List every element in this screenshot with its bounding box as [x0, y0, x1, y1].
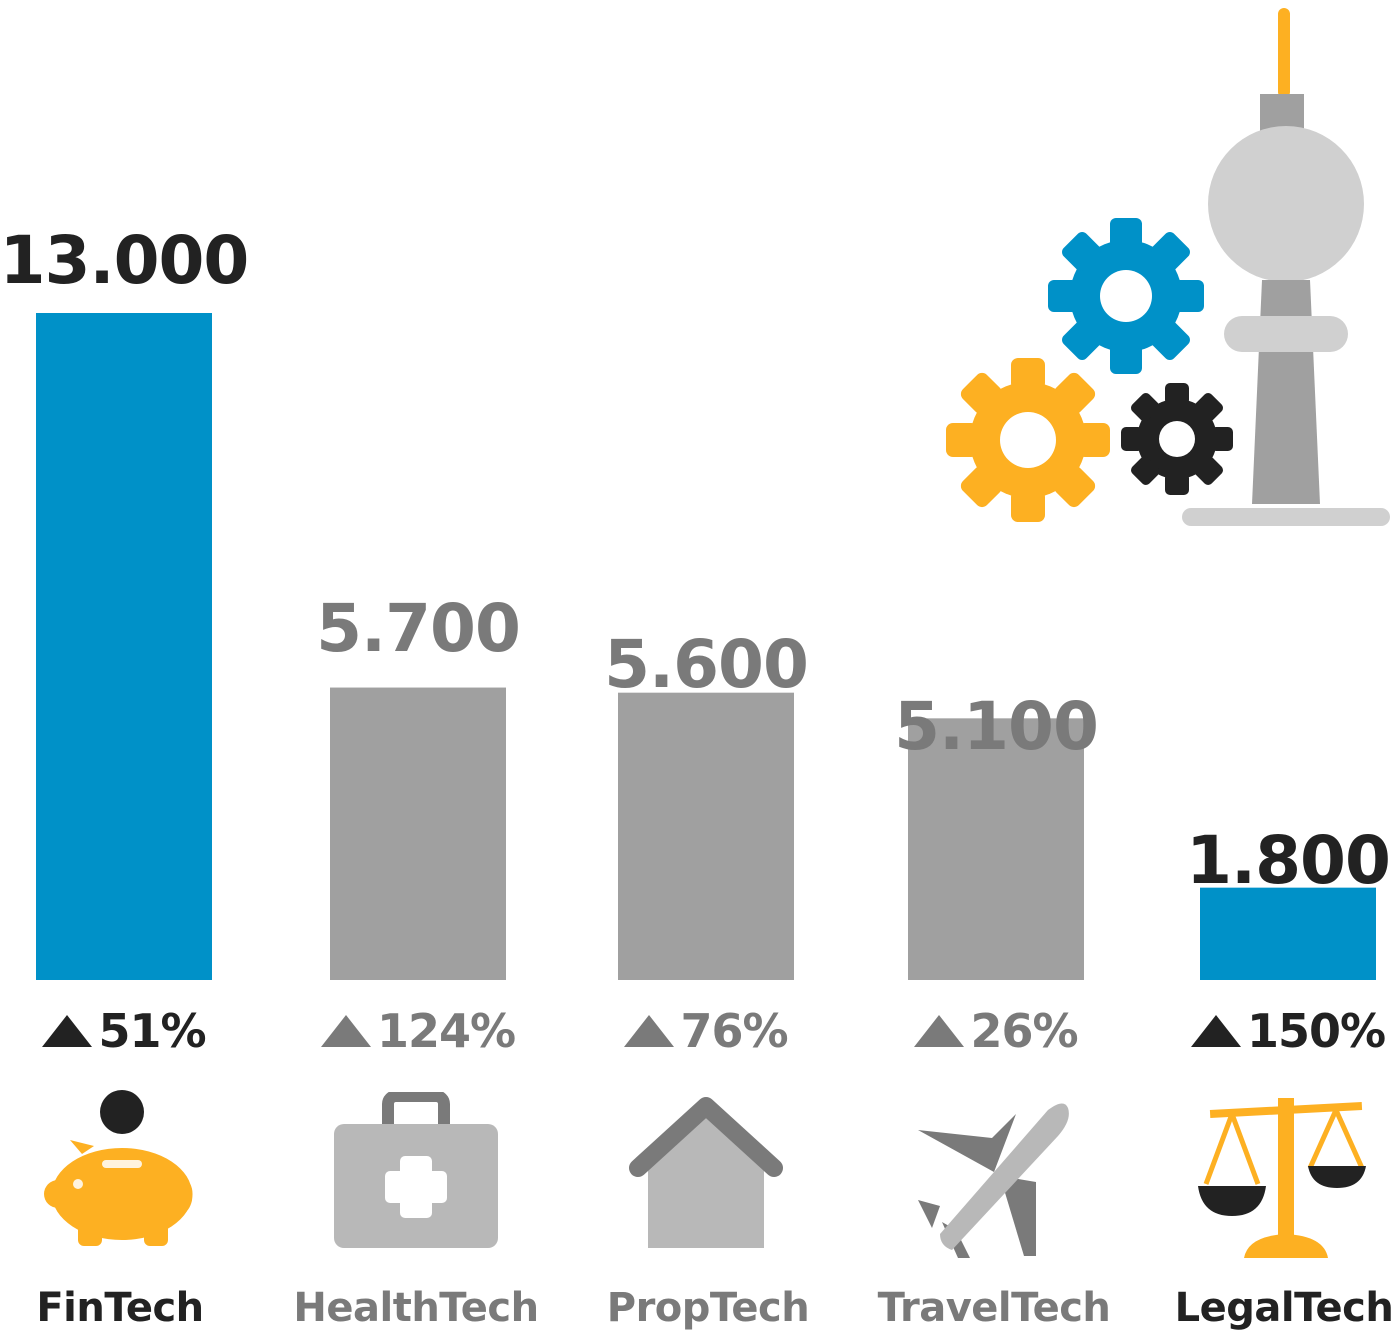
tv-tower-icon [1182, 8, 1390, 526]
piggy-bank-icon [44, 1090, 193, 1246]
category-label-proptech: PropTech [606, 1285, 810, 1331]
scales-icon [1198, 1098, 1366, 1258]
value-label-proptech: 5.600 [604, 626, 809, 703]
category-label-legaltech: LegalTech [1174, 1285, 1394, 1331]
category-label-healthtech: HealthTech [293, 1285, 539, 1331]
change-label-proptech: 76% [556, 1008, 856, 1054]
bar-healthtech [330, 687, 506, 980]
up-triangle-icon [320, 1015, 371, 1047]
change-value: 26% [970, 1004, 1078, 1058]
change-value: 124% [376, 1004, 516, 1058]
up-triangle-icon [914, 1015, 965, 1047]
gear-blue-icon [1048, 218, 1204, 374]
gear-yellow-icon [946, 358, 1110, 522]
airplane-icon [918, 1103, 1069, 1258]
change-value: 76% [680, 1004, 788, 1058]
change-label-fintech: 51% [0, 1008, 274, 1054]
bar-legaltech [1200, 887, 1376, 980]
up-triangle-icon [624, 1015, 675, 1047]
change-label-legaltech: 150% [1138, 1008, 1400, 1054]
change-label-traveltech: 26% [846, 1008, 1146, 1054]
change-value: 150% [1246, 1004, 1386, 1058]
house-icon [629, 1097, 783, 1248]
change-label-healthtech: 124% [268, 1008, 568, 1054]
change-value: 51% [98, 1004, 206, 1058]
first-aid-kit-icon [334, 1092, 498, 1248]
value-label-healthtech: 5.700 [316, 590, 521, 667]
value-label-fintech: 13.000 [0, 222, 249, 299]
bar-proptech [618, 692, 794, 980]
bar-traveltech [908, 718, 1084, 980]
up-triangle-icon [42, 1015, 93, 1047]
bar-fintech [36, 313, 212, 980]
category-label-traveltech: TravelTech [877, 1285, 1111, 1331]
up-triangle-icon [1190, 1015, 1241, 1047]
gear-black-icon [1121, 383, 1233, 495]
value-label-traveltech: 5.100 [894, 688, 1099, 765]
category-label-fintech: FinTech [36, 1285, 204, 1331]
value-label-legaltech: 1.800 [1186, 822, 1391, 899]
